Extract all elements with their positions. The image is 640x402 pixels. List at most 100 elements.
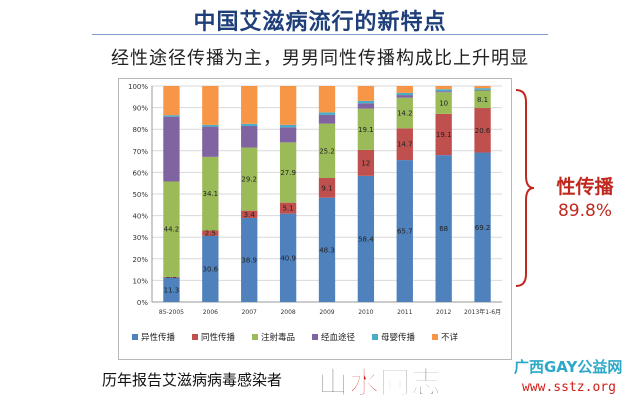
data-label: 25.2 [319, 147, 335, 155]
x-tick-label: 2007 [242, 309, 257, 316]
bar-segment [163, 181, 180, 277]
bar-segment [435, 86, 452, 90]
data-label: 12 [361, 159, 370, 167]
y-tick-label: 20% [132, 256, 148, 264]
bar-segment [435, 155, 452, 302]
bar-segment [474, 152, 491, 302]
bar-segment [318, 123, 336, 179]
data-label: 10 [439, 100, 448, 108]
bar-segment [396, 95, 413, 98]
legend-swatch [312, 334, 318, 340]
y-tick-label: 80% [132, 126, 148, 134]
data-label: 19.1 [436, 131, 452, 139]
x-tick-label: 2011 [397, 309, 412, 316]
figure-caption: 历年报告艾滋病病毒感染者 [102, 371, 283, 389]
bar-segment [318, 114, 336, 124]
y-tick-label: 100% [128, 83, 148, 91]
bar-segment [318, 86, 336, 113]
bar-segment [396, 128, 413, 161]
bar-segment [279, 142, 297, 203]
bar-segment [357, 103, 375, 109]
data-label: 2.5 [205, 230, 216, 238]
data-label: 48.3 [319, 246, 335, 254]
data-label: 34.1 [203, 190, 219, 198]
bar-segment [241, 123, 258, 126]
data-label: 38.9 [241, 256, 257, 264]
brace-icon [515, 89, 535, 287]
bar-segment [279, 86, 297, 125]
x-tick-label: 2008 [280, 309, 295, 316]
data-label: 14.7 [397, 141, 413, 149]
bar-segment [396, 97, 413, 129]
bar-segment [202, 124, 219, 127]
bar-segment [357, 86, 375, 101]
data-label: 3.4 [244, 211, 256, 219]
legend-swatch [132, 334, 138, 340]
bar-segment [474, 108, 491, 153]
bar-segment [357, 108, 375, 150]
callout-value: 89.8% [557, 201, 612, 221]
bar-segment [435, 92, 452, 114]
callout-label: 性传播 [556, 176, 614, 198]
bar-segment [202, 156, 219, 231]
bar-segment [435, 89, 452, 92]
bar-segment [474, 86, 491, 89]
bar-segment [357, 149, 375, 176]
bar-segment [163, 86, 180, 116]
sexual-transmission-callout: 性传播 89.8% [545, 172, 625, 221]
legend-label: 不详 [441, 332, 459, 343]
data-label: 19.1 [358, 126, 374, 134]
bar-segment [396, 92, 413, 96]
bar-segment [279, 213, 297, 302]
y-tick-label: 30% [132, 234, 148, 242]
legend-label: 母婴传播 [381, 332, 416, 343]
x-tick-label: 85-2005 [159, 309, 184, 316]
bar-segment [202, 235, 219, 302]
data-label: 65.7 [397, 228, 413, 236]
x-tick-label: 2009 [319, 309, 334, 316]
bar-segment [241, 86, 258, 124]
y-tick-label: 0% [137, 299, 148, 307]
legend-label: 异性传播 [141, 332, 176, 343]
bar-segment [357, 100, 375, 104]
x-tick-label: 2012 [436, 309, 451, 316]
watermark-org: 广西GAY公益网 [514, 358, 623, 376]
bar-segment [202, 86, 219, 125]
bar-segment [357, 175, 375, 302]
data-label: 27.9 [280, 169, 296, 177]
bar-segment [241, 217, 258, 302]
bar-segment [474, 88, 491, 90]
bar-segment [318, 178, 336, 198]
bar-segment [279, 202, 297, 214]
legend-swatch [372, 334, 378, 340]
bar-segment [474, 90, 491, 109]
bar-segment [474, 89, 491, 91]
watermark-char-2: 水 [349, 366, 380, 402]
data-label: 9.1 [321, 184, 332, 192]
data-label: 11.3 [164, 286, 180, 294]
legend-swatch [432, 334, 438, 340]
bar-segment [241, 147, 258, 211]
legend-label: 注射毒品 [261, 332, 295, 343]
bar-segment [163, 116, 180, 182]
data-label: 29.2 [241, 176, 257, 184]
bar-segment [279, 124, 297, 128]
data-label: 30.6 [203, 265, 219, 273]
legend-label: 经血途径 [321, 332, 356, 343]
bar-segment [435, 113, 452, 156]
y-tick-label: 90% [132, 105, 148, 113]
watermark-logo-text: 山水同志 [318, 358, 442, 402]
watermark-char-3: 同志 [380, 366, 442, 402]
bar-segment [163, 276, 180, 278]
legend-swatch [252, 334, 258, 340]
data-label: 14.2 [397, 110, 413, 118]
data-label: 8.1 [477, 96, 488, 104]
x-tick-label: 2010 [358, 309, 373, 316]
data-label: 68 [439, 225, 448, 233]
bar-segment [435, 91, 452, 93]
legend-swatch [192, 334, 198, 340]
y-tick-label: 60% [132, 169, 148, 177]
slide-subtitle: 经性途径传播为主，男男同性传播构成比上升明显 [111, 48, 529, 69]
bar-segment [163, 115, 180, 117]
bar-segment [202, 230, 219, 236]
